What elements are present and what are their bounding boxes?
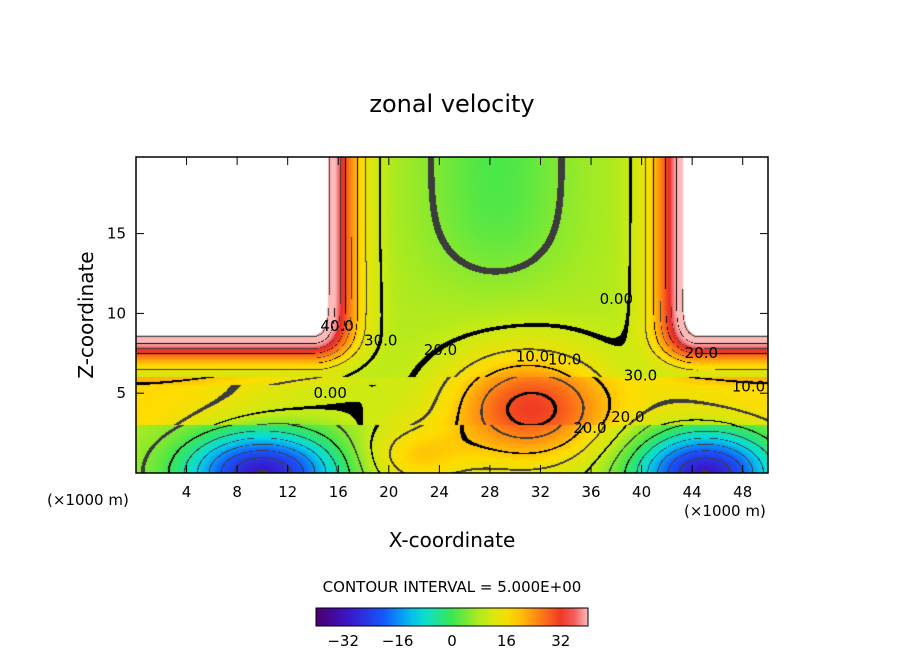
y-axis-label: Z-coordinate bbox=[74, 251, 98, 378]
x-tick-label: 20 bbox=[379, 483, 398, 501]
y-tick-label: 10 bbox=[107, 304, 126, 322]
chart-title: zonal velocity bbox=[369, 90, 534, 118]
contour-label: 10.0 bbox=[516, 347, 549, 365]
x-axis: 4 8 12 16 20 24 28 32 36 40 44 48 bbox=[182, 157, 752, 501]
contour-label: 20.0 bbox=[573, 419, 606, 437]
colorbar-tick-label: −32 bbox=[327, 632, 359, 650]
contour-label: 20.0 bbox=[424, 341, 457, 359]
contour-label: 10.0 bbox=[548, 350, 581, 368]
colorbar: −32 −16 0 16 32 bbox=[315, 607, 589, 650]
contour-label: 40.0 bbox=[320, 317, 353, 335]
x-tick-label: 48 bbox=[733, 483, 752, 501]
x-tick-label: 16 bbox=[329, 483, 348, 501]
x-unit-label-left: (×1000 m) bbox=[47, 491, 129, 509]
colorbar-tick-label: 16 bbox=[497, 632, 516, 650]
x-unit-label-right: (×1000 m) bbox=[684, 502, 766, 520]
colorbar-tick-label: 32 bbox=[551, 632, 570, 650]
contour-label: 30.0 bbox=[364, 331, 397, 349]
contour-label: 10.0 bbox=[732, 378, 765, 396]
contour-label: 0.00 bbox=[600, 290, 633, 308]
x-tick-label: 24 bbox=[430, 483, 449, 501]
x-tick-label: 40 bbox=[632, 483, 651, 501]
x-tick-label: 32 bbox=[531, 483, 550, 501]
contour-label: 30.0 bbox=[624, 366, 657, 384]
x-tick-label: 44 bbox=[683, 483, 702, 501]
x-tick-label: 4 bbox=[182, 483, 192, 501]
y-axis: 5 10 15 bbox=[107, 225, 768, 402]
x-tick-label: 12 bbox=[278, 483, 297, 501]
plot-frame bbox=[135, 156, 769, 474]
x-tick-label: 36 bbox=[581, 483, 600, 501]
y-tick-label: 5 bbox=[116, 384, 126, 402]
contour-label: 20.0 bbox=[685, 344, 718, 362]
contour-label: 20.0 bbox=[611, 408, 644, 426]
colorbar-gradient bbox=[315, 607, 589, 627]
contour-interval-note: CONTOUR INTERVAL = 5.000E+00 bbox=[323, 578, 582, 596]
zonal-velocity-field bbox=[136, 157, 768, 473]
colorbar-tick-label: −16 bbox=[382, 632, 414, 650]
colorbar-tick-label: 0 bbox=[447, 632, 457, 650]
y-tick-label: 15 bbox=[107, 225, 126, 243]
contour-label: 0.00 bbox=[313, 384, 346, 402]
x-tick-label: 8 bbox=[232, 483, 242, 501]
plot-area: 40.0 30.0 20.0 10.0 0.00 10.0 0.00 20.0 30.0 20.0… bbox=[135, 156, 769, 474]
x-tick-label: 28 bbox=[480, 483, 499, 501]
x-axis-label: X-coordinate bbox=[389, 528, 516, 552]
